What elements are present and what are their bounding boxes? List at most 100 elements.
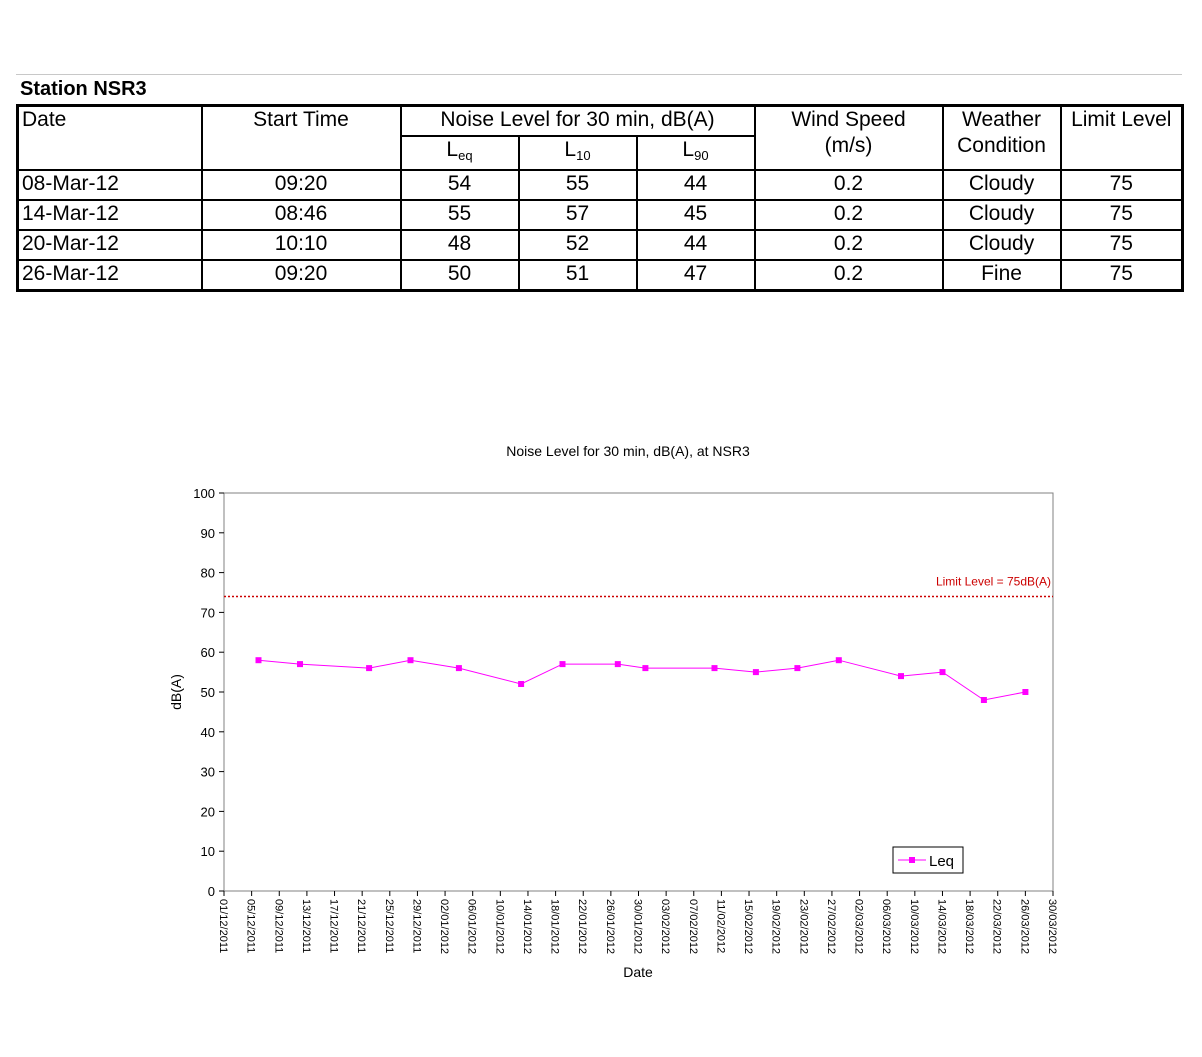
plot-area (223, 492, 1054, 892)
data-point (794, 665, 801, 672)
header-start-time: Start Time (200, 104, 402, 171)
cell-limit: 75 (1059, 169, 1184, 201)
y-tick-label: 80 (201, 566, 215, 581)
cell-leq: 50 (399, 259, 520, 292)
y-tick-label: 60 (201, 645, 215, 660)
x-tick-label: 18/01/2012 (549, 899, 561, 954)
x-tick-label: 30/03/2012 (1046, 899, 1058, 954)
cell-date: 20-Mar-12 (16, 229, 203, 261)
data-point (1022, 689, 1029, 695)
x-tick-label: 10/03/2012 (908, 899, 920, 954)
x-tick-label: 11/02/2012 (714, 899, 726, 953)
cell-weather: Fine (941, 259, 1062, 292)
cell-date: 08-Mar-12 (16, 169, 203, 201)
cell-time: 10:10 (200, 229, 402, 261)
header-date: Date (16, 104, 203, 171)
cell-leq: 48 (399, 229, 520, 261)
cell-l90: 44 (635, 229, 756, 261)
data-point (939, 669, 946, 676)
table-row: 26-Mar-12 09:20 50 51 47 0.2 Fine 75 (16, 259, 1184, 292)
x-tick-label: 26/03/2012 (1018, 899, 1030, 954)
data-point (255, 657, 262, 664)
y-tick-label: 20 (201, 804, 215, 819)
cell-l90: 45 (635, 199, 756, 231)
x-tick-label: 09/12/2011 (272, 899, 284, 953)
data-point (407, 657, 414, 664)
header-limit: Limit Level (1059, 104, 1184, 171)
x-tick-label: 15/02/2012 (742, 899, 754, 954)
data-point (455, 665, 462, 672)
data-point (711, 665, 718, 672)
header-leq-main: L (446, 138, 459, 161)
x-tick-label: 30/01/2012 (632, 899, 644, 954)
cell-time: 09:20 (200, 169, 402, 201)
header-wind-line2: (m/s) (824, 134, 873, 157)
x-tick-label: 06/03/2012 (880, 899, 892, 954)
top-rule (16, 74, 1182, 75)
cell-date: 26-Mar-12 (16, 259, 203, 292)
header-leq: Leq (399, 135, 520, 171)
noise-table: Date Start Time Noise Level for 30 min, … (16, 104, 1185, 292)
x-tick-label: 25/12/2011 (383, 899, 395, 953)
x-tick-label: 14/01/2012 (521, 899, 533, 954)
x-tick-label: 03/02/2012 (659, 899, 671, 954)
cell-l10: 55 (517, 169, 638, 201)
x-tick-label: 05/12/2011 (245, 899, 257, 953)
table-row: 14-Mar-12 08:46 55 57 45 0.2 Cloudy 75 (16, 199, 1184, 231)
limit-line-label: Limit Level = 75dB(A) (936, 574, 1051, 588)
header-l90-sub: 90 (694, 148, 709, 163)
header-l10: L10 (517, 135, 638, 171)
header-wind-line1: Wind Speed (791, 108, 906, 131)
x-tick-label: 07/02/2012 (687, 899, 699, 954)
x-tick-label: 13/12/2011 (300, 899, 312, 953)
x-tick-label: 14/03/2012 (935, 899, 947, 954)
legend: Leq (892, 846, 964, 874)
y-axis-label: dB(A) (168, 674, 184, 710)
cell-limit: 75 (1059, 229, 1184, 261)
cell-wind: 0.2 (753, 259, 944, 292)
header-weather-line1: Weather (962, 108, 1042, 131)
x-tick-label: 29/12/2011 (410, 899, 422, 953)
x-tick-label: 06/01/2012 (466, 899, 478, 954)
y-tick-label: 30 (201, 765, 215, 780)
header-row: Date Start Time Noise Level for 30 min, … (16, 104, 1184, 171)
x-tick-label: 22/01/2012 (576, 899, 588, 954)
x-tick-label: 21/12/2011 (355, 899, 367, 953)
x-tick-label: 23/02/2012 (797, 899, 809, 954)
cell-wind: 0.2 (753, 169, 944, 201)
header-l90: L90 (635, 135, 756, 171)
cell-l90: 47 (635, 259, 756, 292)
cell-wind: 0.2 (753, 199, 944, 231)
header-leq-sub: eq (458, 148, 473, 163)
station-title: Station NSR3 (20, 78, 147, 100)
x-axis: 01/12/2011 05/12/2011 09/12/2011 13/12/2011… (217, 891, 1058, 954)
data-point (559, 661, 566, 668)
cell-l10: 51 (517, 259, 638, 292)
y-tick-label: 50 (201, 685, 215, 700)
x-tick-label: 18/03/2012 (963, 899, 975, 954)
cell-l10: 57 (517, 199, 638, 231)
cell-leq: 54 (399, 169, 520, 201)
series-group (255, 657, 1029, 703)
data-point (366, 665, 373, 672)
subheader-row: Leq L10 L90 (18, 135, 1183, 171)
cell-l10: 52 (517, 229, 638, 261)
cell-limit: 75 (1059, 259, 1184, 292)
data-point (642, 665, 649, 672)
data-point (752, 669, 759, 676)
y-tick-label: 10 (201, 844, 215, 859)
data-point (614, 661, 621, 668)
data-point (297, 661, 303, 668)
limit-line-group: Limit Level = 75dB(A) (224, 574, 1053, 598)
data-point (898, 673, 904, 680)
y-tick-label: 100 (193, 486, 215, 501)
cell-l90: 44 (635, 169, 756, 201)
y-tick-label: 70 (201, 605, 215, 620)
x-axis-label: Date (623, 964, 653, 980)
y-tick-label: 0 (208, 884, 215, 899)
cell-wind: 0.2 (753, 229, 944, 261)
cell-weather: Cloudy (941, 229, 1062, 261)
x-tick-label: 19/02/2012 (770, 899, 782, 954)
